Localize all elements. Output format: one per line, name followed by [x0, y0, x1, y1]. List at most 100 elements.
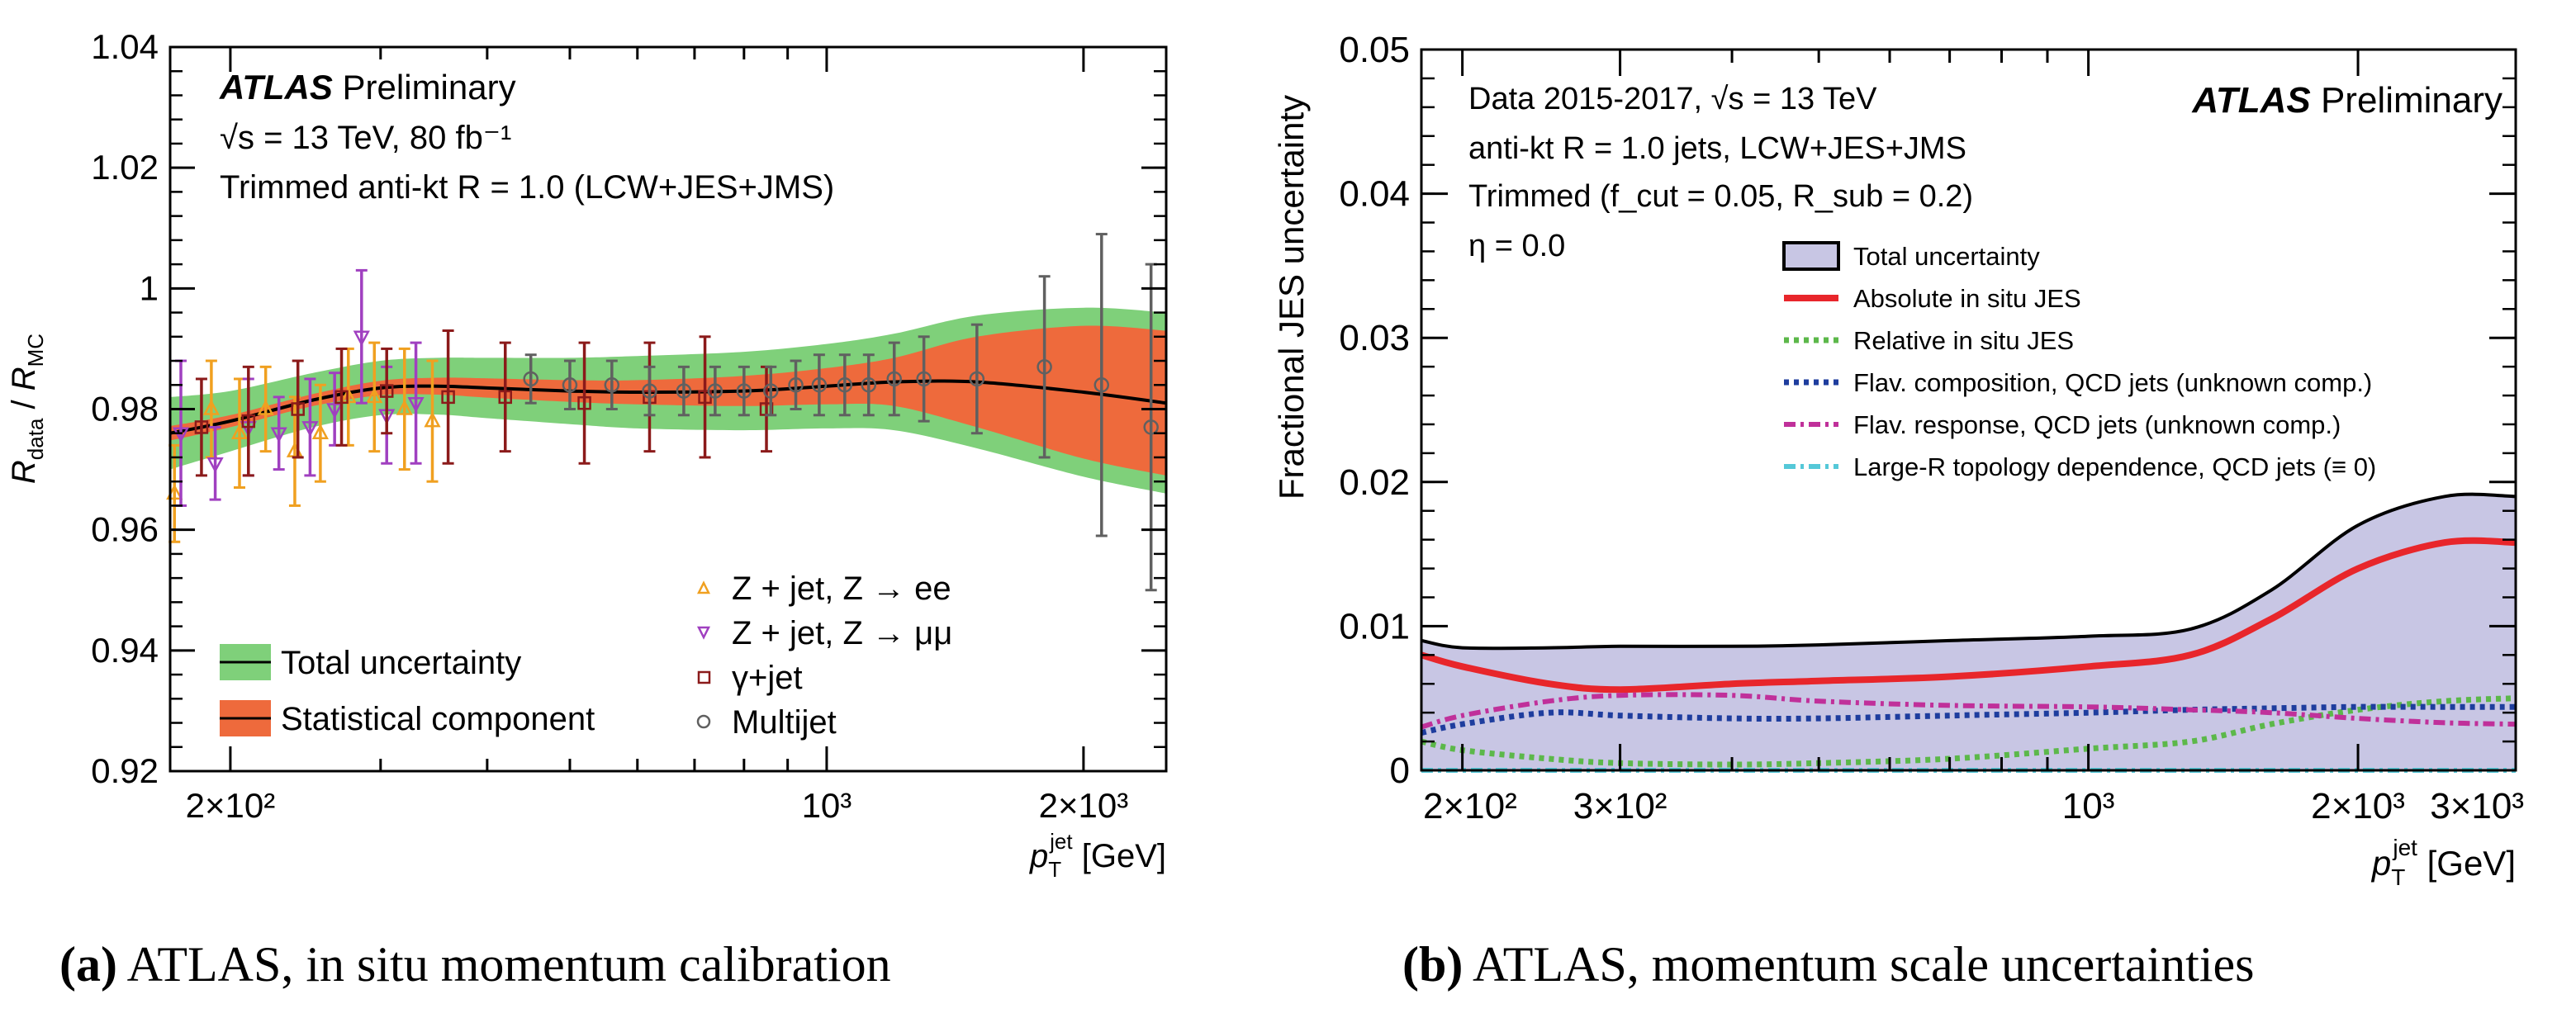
x-tick-label: 10³ — [802, 786, 852, 825]
data-point — [1093, 377, 1110, 393]
panel-b-trim-label: Trimmed (f_cut = 0.05, R_sub = 0.2) — [1468, 179, 1973, 214]
series-line-0 — [1421, 492, 2517, 651]
panel-b-jet-label: anti-kt R = 1.0 jets, LCW+JES+JMS — [1468, 131, 1966, 166]
panel-a-x-axis-label: pTjet [GeV] — [1029, 829, 1166, 882]
x-tick-label: 3×10² — [1573, 786, 1668, 826]
panel-a-atlas-label: ATLAS Preliminary — [219, 68, 516, 107]
x-tick-label: 2×10² — [1423, 786, 1517, 826]
y-tick-label: 0.05 — [1339, 30, 1410, 70]
y-tick-label: 0.96 — [91, 510, 159, 549]
legend-marker-zee — [696, 580, 711, 594]
data-point — [441, 390, 455, 405]
data-point — [604, 377, 620, 393]
y-tick-label: 0.01 — [1339, 606, 1410, 646]
x-tick-label: 2×10³ — [1039, 786, 1129, 825]
legend-label-multijet: Multijet — [732, 704, 837, 741]
data-point — [334, 390, 349, 405]
panel-a-energy-label: √s = 13 TeV, 80 fb⁻¹ — [220, 120, 511, 156]
data-point — [270, 427, 287, 443]
y-tick-label: 0.92 — [91, 751, 159, 790]
data-point — [916, 371, 932, 387]
panel-b-eta-label: η = 0.0 — [1468, 229, 1565, 263]
panel-b-y-axis-label: Fractional JES uncertainty — [1272, 95, 1311, 500]
series-zee — [166, 341, 441, 543]
series-line-1 — [1420, 537, 2517, 694]
legend-label-4: Flav. response, QCD jets (unknown comp.) — [1853, 410, 2341, 439]
data-point — [206, 457, 224, 473]
panel-b-frame — [1420, 48, 2517, 772]
data-point — [736, 383, 752, 399]
legend-marker-zmumu — [696, 626, 711, 640]
legend-marker-gammajet — [697, 670, 711, 684]
legend-label-stat: Statistical component — [281, 701, 595, 737]
panel-b-atlas-label: ATLAS Preliminary — [2191, 80, 2502, 121]
panel-a-y-axis-label: Rdata / RMC — [6, 334, 48, 484]
legend-swatch-total — [1782, 241, 1840, 271]
data-point — [301, 421, 319, 438]
data-point — [788, 377, 804, 393]
data-point — [886, 371, 902, 387]
data-point — [326, 403, 344, 419]
y-tick-label: 1.04 — [91, 27, 159, 66]
data-point — [257, 399, 274, 415]
data-point — [763, 383, 779, 399]
legend-label-total: Total uncertainty — [281, 645, 521, 681]
data-point — [241, 414, 256, 429]
panel-b-data-label: Data 2015-2017, √s = 13 TeV — [1468, 82, 1877, 116]
data-point — [291, 402, 305, 416]
data-point — [194, 420, 209, 434]
series-multijet — [523, 233, 1159, 592]
x-tick-label: 10³ — [2062, 786, 2115, 826]
data-point — [424, 411, 441, 428]
data-point — [642, 383, 657, 399]
panel-a-marker-legend: Z + jet, Z → ee Z + jet, Z → μμ γ+jet Mu… — [696, 571, 952, 741]
data-point — [1037, 359, 1052, 375]
legend-marker-multijet — [696, 714, 711, 729]
panel-a-band-legend: Total uncertainty Statistical component — [220, 644, 595, 737]
y-tick-label: 1.02 — [91, 148, 159, 187]
statistical-band — [170, 325, 1166, 476]
data-point — [707, 383, 723, 399]
y-tick-label: 1 — [140, 268, 159, 307]
y-tick-label: 0.04 — [1339, 174, 1410, 215]
x-tick-label: 2×10³ — [2311, 786, 2405, 826]
data-point — [837, 377, 853, 393]
panel-a-jet-label: Trimmed anti-kt R = 1.0 (LCW+JES+JMS) — [220, 169, 834, 206]
panel-b-caption: (b) ATLAS, momentum scale uncertainties — [1402, 937, 2254, 992]
legend-label-3: Flav. composition, QCD jets (unknown com… — [1853, 368, 2372, 397]
series-gammajet — [194, 329, 774, 477]
data-point — [407, 396, 425, 413]
x-tick-label: 3×10³ — [2430, 786, 2524, 826]
panel-b-uncertainties: 0 0.01 0.02 0.03 0.04 0.05 2×10² 3×10² 10³ 2×10³… — [1272, 30, 2524, 992]
series-line-2 — [1421, 695, 2517, 768]
y-tick-label: 0.02 — [1339, 462, 1410, 503]
y-tick-label: 0.98 — [91, 390, 159, 429]
data-point — [379, 384, 394, 398]
y-tick-label: 0.03 — [1339, 318, 1410, 358]
x-tick-label: 2×10² — [186, 786, 276, 825]
data-point — [366, 387, 383, 404]
legend-label-gammajet: γ+jet — [732, 660, 803, 696]
legend-label-zmumu: Z + jet, Z → μμ — [732, 615, 952, 651]
data-point — [577, 395, 591, 410]
data-point — [498, 390, 513, 405]
data-point — [311, 424, 329, 439]
data-point — [172, 427, 190, 443]
y-tick-label: 0.94 — [91, 631, 159, 670]
legend-label-zee: Z + jet, Z → ee — [732, 571, 951, 607]
data-point — [861, 377, 877, 393]
legend-label-0: Total uncertainty — [1853, 242, 2040, 271]
data-point — [523, 371, 538, 387]
data-point — [1143, 419, 1159, 435]
data-point — [202, 399, 220, 415]
panel-b-legend: Total uncertainty Absolute in situ JES Rel… — [1782, 241, 2376, 481]
panel-b-x-axis-label: pTjet [GeV] — [2370, 835, 2516, 890]
data-point — [396, 399, 413, 415]
data-point — [811, 377, 828, 393]
panel-a-caption: (a) ATLAS, in situ momentum calibration — [59, 937, 891, 992]
data-point — [353, 330, 370, 347]
legend-label-5: Large-R topology dependence, QCD jets (≡… — [1853, 452, 2376, 481]
legend-label-2: Relative in situ JES — [1853, 326, 2074, 355]
